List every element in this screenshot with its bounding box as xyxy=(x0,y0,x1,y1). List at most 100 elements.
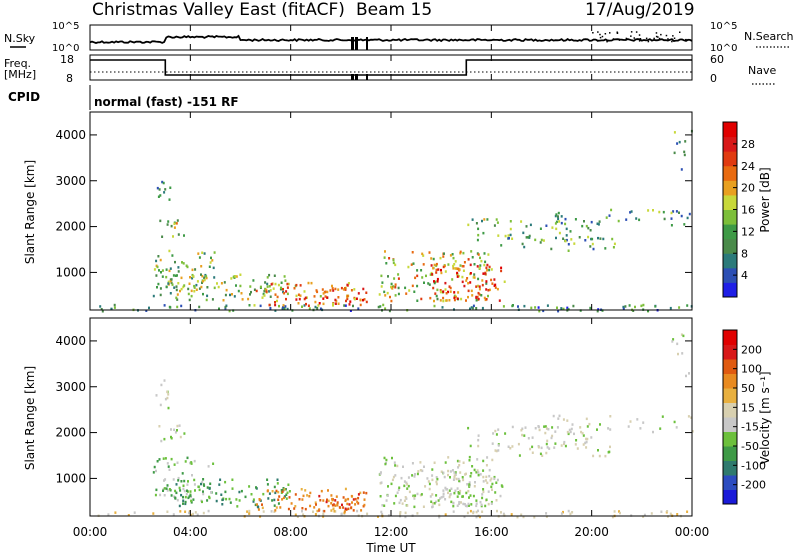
nsearch-point xyxy=(604,33,607,35)
echo-cell xyxy=(383,290,386,294)
echo-cell xyxy=(278,304,280,308)
echo-cell xyxy=(469,263,472,267)
echo-cell xyxy=(500,511,502,514)
echo-cell xyxy=(419,461,422,464)
echo-cell xyxy=(454,473,457,476)
echo-cell xyxy=(157,195,160,198)
echo-cell xyxy=(508,237,510,240)
echo-cell xyxy=(462,269,465,272)
echo-cell xyxy=(176,298,179,301)
echo-cell xyxy=(485,282,488,285)
time-tick-label: 08:00 xyxy=(273,525,308,539)
echo-cell xyxy=(423,465,425,468)
echo-cell xyxy=(497,428,500,431)
echo-cell xyxy=(173,428,176,431)
echo-cell xyxy=(172,478,175,481)
echo-cell xyxy=(392,285,395,288)
echo-cell xyxy=(465,279,468,282)
echo-cell xyxy=(327,499,330,503)
echo-cell xyxy=(201,274,204,278)
echo-cell xyxy=(565,234,568,237)
echo-cell xyxy=(394,294,397,297)
echo-cell xyxy=(268,303,271,307)
echo-cell xyxy=(452,264,455,268)
echo-cell xyxy=(334,504,337,507)
echo-cell xyxy=(479,264,482,267)
echo-cell xyxy=(604,247,607,250)
echo-cell xyxy=(310,281,313,285)
echo-cell xyxy=(284,279,287,282)
echo-cell xyxy=(202,483,205,486)
echo-cell xyxy=(416,512,419,515)
echo-cell xyxy=(440,470,443,473)
nsearch-point xyxy=(635,31,638,33)
echo-cell xyxy=(180,276,183,280)
echo-cell xyxy=(229,501,232,504)
echo-cell xyxy=(174,274,177,277)
echo-cell xyxy=(182,499,185,502)
echo-cell xyxy=(408,289,411,292)
echo-cell xyxy=(500,484,503,487)
echo-cell xyxy=(191,268,194,272)
echo-cell xyxy=(261,503,263,506)
echo-cell xyxy=(258,498,261,502)
echo-cell xyxy=(208,496,211,500)
echo-cell xyxy=(538,309,541,313)
echo-cell xyxy=(563,440,566,444)
nsearch-point xyxy=(653,37,655,40)
echo-cell xyxy=(688,372,690,375)
echo-cell xyxy=(632,309,635,312)
echo-cell xyxy=(590,436,593,439)
echo-cell xyxy=(220,282,223,285)
echo-cell xyxy=(483,263,486,267)
echo-cell xyxy=(154,493,157,497)
echo-cell xyxy=(195,288,198,291)
echo-cell xyxy=(608,214,611,217)
echo-cell xyxy=(673,151,676,155)
echo-cell xyxy=(198,256,201,259)
colorbar-cell xyxy=(723,388,737,403)
echo-cell xyxy=(394,263,397,267)
echo-cell xyxy=(315,503,317,506)
echo-cell xyxy=(100,308,103,311)
echo-cell xyxy=(334,499,337,502)
echo-cell xyxy=(624,305,627,308)
echo-cell xyxy=(190,461,193,464)
echo-cell xyxy=(383,256,386,259)
echo-cell xyxy=(432,286,435,290)
echo-cell xyxy=(461,280,464,284)
echo-cell xyxy=(277,502,280,505)
echo-cell xyxy=(398,501,401,505)
nsearch-point xyxy=(618,39,621,41)
echo-cell xyxy=(255,486,257,489)
echo-cell xyxy=(678,306,681,309)
nsearch-point xyxy=(601,35,604,38)
echo-cell xyxy=(180,480,183,483)
echo-cell xyxy=(522,231,525,235)
echo-cell xyxy=(413,475,416,478)
echo-cell xyxy=(198,287,201,290)
echo-cell xyxy=(281,307,284,310)
echo-cell xyxy=(523,245,526,249)
echo-cell xyxy=(419,469,422,472)
echo-cell xyxy=(486,481,489,485)
echo-cell xyxy=(158,458,161,461)
echo-cell xyxy=(178,504,181,508)
echo-cell xyxy=(483,218,486,221)
echo-cell xyxy=(336,501,339,504)
echo-cell xyxy=(443,252,445,255)
echo-cell xyxy=(354,503,357,506)
echo-cell xyxy=(240,292,243,295)
echo-cell xyxy=(180,287,183,291)
echo-cell xyxy=(356,500,359,504)
echo-cell xyxy=(107,513,110,516)
power-range-ticks: 4000 3000 2000 1000 xyxy=(55,128,692,279)
echo-cell xyxy=(456,487,459,490)
nsearch-point xyxy=(638,34,641,36)
echo-cell xyxy=(431,474,434,477)
echo-cell xyxy=(642,303,645,307)
freq-tick-bottom: 8 xyxy=(66,72,73,85)
echo-cell xyxy=(431,468,434,471)
echo-cell xyxy=(206,294,209,298)
echo-cell xyxy=(461,476,464,479)
